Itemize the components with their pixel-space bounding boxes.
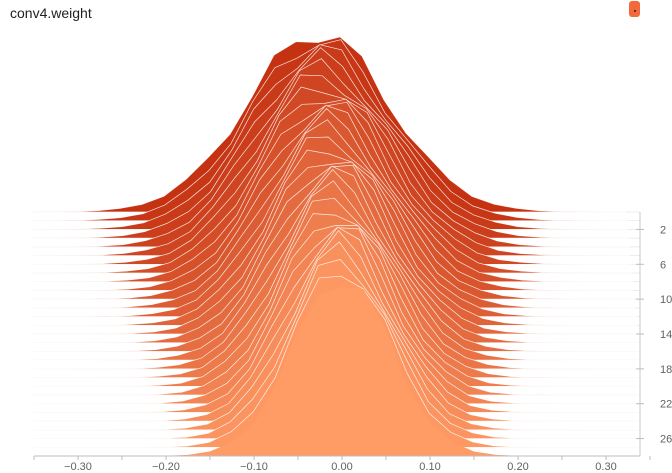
y-tick-label: 22	[660, 399, 672, 411]
y-tick-label: 10	[660, 294, 672, 306]
x-tick-label: 0.10	[419, 461, 440, 473]
x-tick-label: −0.10	[240, 461, 268, 473]
ridge-series-group	[10, 36, 650, 457]
y-tick-label: 18	[660, 364, 672, 376]
y-tick-label: 6	[660, 259, 666, 271]
x-tick-label: −0.20	[152, 461, 180, 473]
ridge-series-28	[34, 286, 650, 456]
y-tick-label: 14	[660, 329, 672, 341]
x-axis: −0.30 −0.20 −0.10 0.00 0.10 0.20 0.30	[33, 455, 651, 473]
x-tick-label: 0.20	[507, 461, 528, 473]
x-tick-label: 0.30	[595, 461, 616, 473]
x-tick-label: 0.00	[331, 461, 352, 473]
y-tick-label: 2	[660, 224, 666, 236]
x-tick-label: −0.30	[64, 461, 92, 473]
chart-title: conv4.weight	[10, 5, 92, 21]
y-tick-label: 26	[660, 434, 672, 446]
color-swatch-icon[interactable]	[629, 1, 640, 17]
